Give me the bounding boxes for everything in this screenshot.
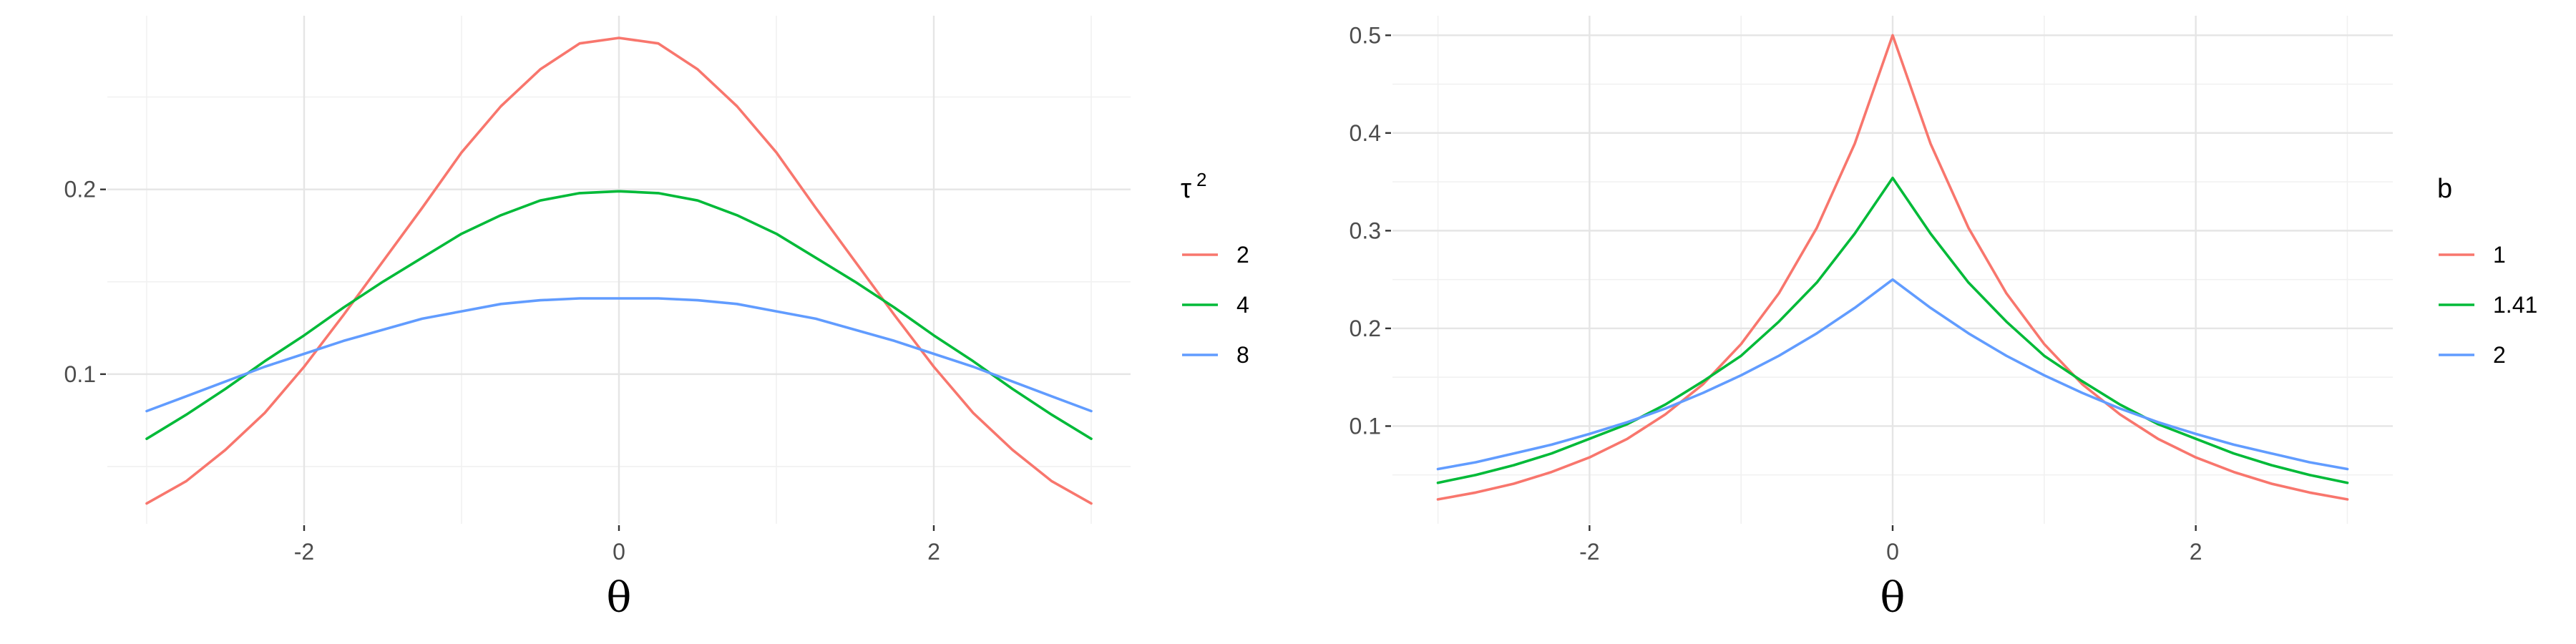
legend-label-1.41: 1.41 (2493, 292, 2537, 318)
y-tick-label: 0.3 (1350, 218, 1381, 243)
y-tick-label: 0.4 (1350, 120, 1381, 146)
right-chart-panel: 0.1 0.2 0.3 0.4 0.5 -2 0 2 θ b 1 1.41 2 (1350, 16, 2537, 622)
y-tick-label: 0.2 (1350, 316, 1381, 341)
series-line-2 (145, 36, 1093, 505)
legend-label-1: 1 (2493, 242, 2506, 268)
x-tick-label: -2 (1579, 539, 1599, 565)
x-tick-label: 2 (927, 539, 940, 565)
legend-title: τ (1181, 174, 1191, 204)
series-line-1.41 (1436, 176, 2349, 484)
series-line-4 (145, 190, 1093, 441)
x-axis-title: θ (607, 573, 632, 622)
y-tick-label: 0.1 (64, 361, 96, 387)
legend-label-4: 4 (1236, 292, 1249, 318)
x-tick-label: -2 (294, 539, 314, 565)
legend-label-2: 2 (1236, 242, 1249, 268)
x-axis-title: θ (1880, 573, 1906, 622)
legend-label-8: 8 (1236, 342, 1249, 368)
legend-title-superscript: 2 (1196, 169, 1206, 190)
legend: b 1 1.41 2 (2437, 174, 2537, 368)
series-line-2 (1436, 278, 2349, 471)
legend-title: b (2437, 174, 2452, 204)
x-tick-label: 2 (2190, 539, 2202, 565)
y-tick-label: 0.1 (1350, 413, 1381, 439)
x-tick-label: 0 (613, 539, 625, 565)
y-tick-label: 0.2 (64, 177, 96, 203)
x-tick-label: 0 (1886, 539, 1899, 565)
series-line-8 (145, 297, 1093, 413)
y-tick-label: 0.5 (1350, 22, 1381, 48)
legend-label-2: 2 (2493, 342, 2506, 368)
series-line-1 (1436, 34, 2349, 501)
